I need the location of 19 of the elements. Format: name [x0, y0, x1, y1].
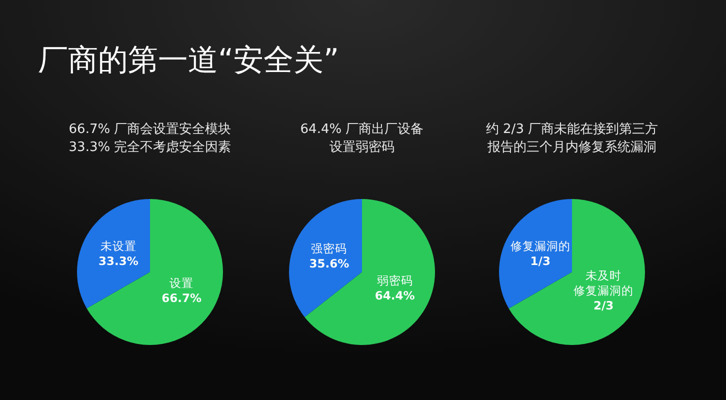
- text: 设置弱密码: [330, 140, 394, 155]
- data-label: 1/3: [530, 254, 550, 268]
- text: 64.4% 厂商出厂设备: [300, 122, 424, 137]
- text: 约 2/3 厂商未能在接到第三方: [486, 121, 658, 137]
- text: 报告的三个月内修复系统漏洞: [486, 140, 656, 155]
- data-label: 35.6%: [309, 256, 350, 271]
- data-label: 64.4%: [374, 288, 416, 302]
- text: 66.7% 厂商会设置安全模块: [68, 121, 232, 137]
- chart-title: 厂商的第一道“安全关”: [38, 43, 340, 78]
- slice-label: 未设置: [100, 239, 136, 254]
- data-label: 66.7%: [162, 290, 202, 305]
- slice-label: 弱密码: [376, 273, 413, 288]
- slice-label: 修复漏洞的: [510, 239, 570, 254]
- slice-label: 未及时修复漏洞的: [574, 268, 634, 298]
- slice-label: 强密码: [311, 242, 348, 256]
- data-label: 2/3: [594, 298, 614, 312]
- slice-label: 设置: [170, 276, 194, 290]
- text: 33.3% 完全不考虑安全因素: [68, 139, 232, 155]
- data-label: 33.3%: [98, 254, 139, 268]
